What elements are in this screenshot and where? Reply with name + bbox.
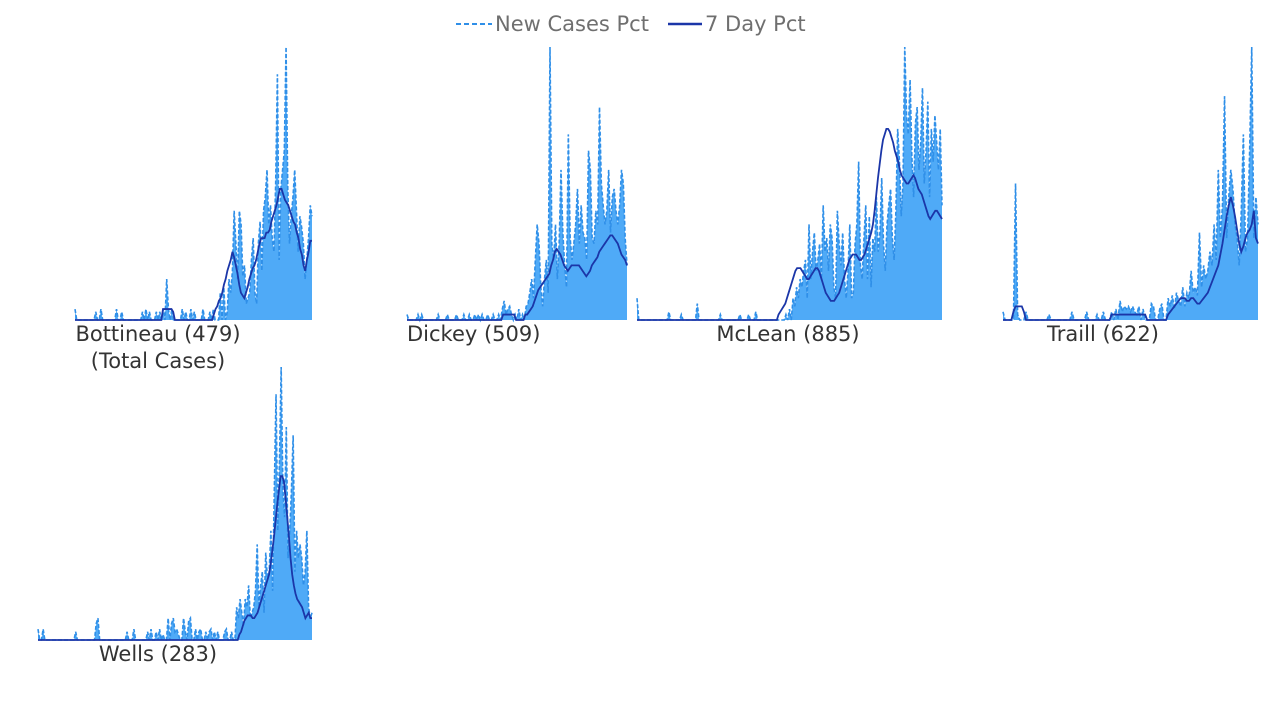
plot-mclean (636, 46, 943, 321)
panel-mclean: McLean (885) (636, 45, 943, 350)
plot-wells (37, 366, 313, 641)
area-new-cases-wells (38, 367, 312, 640)
panel-label-traill: Traill (622) (1003, 321, 1203, 348)
chart-legend: New Cases Pct 7 Day Pct (0, 12, 1280, 42)
panel-wells: Wells (283) (37, 365, 313, 670)
legend-label-7-day-pct: 7 Day Pct (705, 12, 806, 36)
dashed-line-swatch-icon (456, 23, 492, 25)
legend-item-new-cases-pct[interactable]: New Cases Pct (456, 12, 649, 36)
county-name-mclean: McLean (885) (716, 322, 860, 346)
panel-traill: Traill (622) (1002, 45, 1259, 350)
total-cases-note: (Total Cases) (90, 349, 226, 373)
county-name-bottineau: Bottineau (479) (75, 322, 241, 346)
solid-line-swatch-icon (668, 22, 702, 26)
plot-bottineau (74, 46, 313, 321)
panel-label-wells: Wells (283) (38, 641, 278, 668)
line-new-cases-traill[interactable] (1002, 46, 1259, 321)
line-7-day-mclean[interactable] (637, 128, 943, 321)
area-new-cases-dickey (407, 47, 627, 320)
line-7-day-wells[interactable] (38, 475, 312, 641)
plot-dickey (406, 46, 628, 323)
panel-label-bottineau: Bottineau (479) (Total Cases) (75, 321, 241, 375)
panel-label-mclean: McLean (885) (637, 321, 939, 348)
county-name-dickey: Dickey (509) (407, 322, 541, 346)
legend-item-7-day-pct[interactable]: 7 Day Pct (668, 12, 806, 36)
county-name-traill: Traill (622) (1047, 322, 1159, 346)
county-name-wells: Wells (283) (98, 642, 218, 666)
line-7-day-dickey[interactable] (407, 234, 628, 321)
area-new-cases-traill (1003, 47, 1258, 320)
area-new-cases-bottineau (75, 47, 312, 320)
panel-dickey: Dickey (509) (406, 45, 628, 350)
panel-label-dickey: Dickey (509) (407, 321, 541, 348)
panel-bottineau: Bottineau (479) (Total Cases) (74, 45, 313, 373)
line-7-day-traill[interactable] (1003, 196, 1259, 321)
plot-traill (1002, 46, 1259, 321)
line-7-day-bottineau[interactable] (75, 188, 312, 321)
legend-label-new-cases-pct: New Cases Pct (495, 12, 649, 36)
